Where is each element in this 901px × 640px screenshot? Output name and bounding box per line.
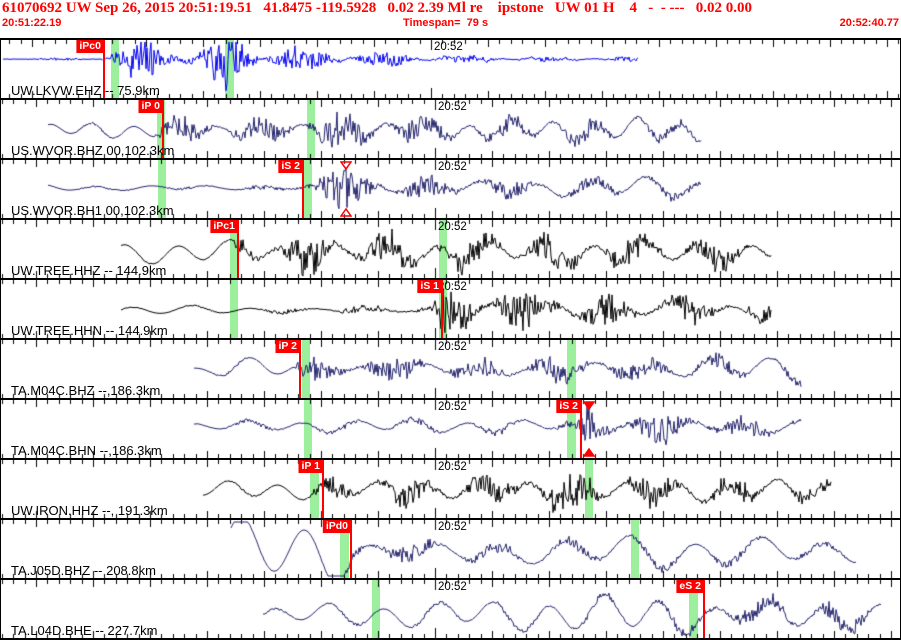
timespan-label: Timespan= 79 s [403, 17, 489, 29]
pick-time-line [350, 520, 352, 578]
phase-pick-flag[interactable]: iP 2 [275, 340, 300, 353]
trace-stack: 20:52 UW.LKVW.EHZ -- 75.9km iPc0 20:52 U… [0, 38, 901, 640]
amplitude-marker-top-icon[interactable] [583, 401, 595, 410]
pick-time-line [703, 580, 705, 638]
waveform-canvas[interactable] [1, 40, 900, 98]
waveform-canvas[interactable] [1, 580, 900, 638]
minute-time-label: 20:52 [434, 41, 463, 53]
station-label: TA.M04C.BHN --,186.3km [11, 443, 162, 458]
waveform-canvas[interactable] [1, 400, 900, 458]
phase-pick-flag[interactable]: iPd0 [322, 520, 351, 533]
trace-row-9: 20:52 TA.J05D.BHZ -- 208.8km iPd0 [1, 520, 900, 580]
waveform-canvas[interactable] [1, 520, 900, 578]
amplitude-marker-bottom-icon[interactable] [583, 448, 595, 457]
waveform-canvas[interactable] [1, 460, 900, 518]
trace-row-10: 20:52 TA.L04D.BHE -- 227.7km eS 2 [1, 580, 900, 640]
phase-pick-flag[interactable]: iS 1 [417, 280, 442, 293]
minute-time-label: 20:52 [438, 401, 467, 413]
event-summary-line: 61070692 UW Sep 26, 2015 20:51:19.51 41.… [2, 0, 752, 16]
phase-pick-flag[interactable]: iPc0 [76, 40, 104, 53]
phase-pick-flag[interactable]: iP 1 [298, 460, 323, 473]
trace-row-4: 20:52 UW.TREE.HHZ -- 144.9km iPc1 [1, 220, 900, 280]
station-label: UW.TREE.HHZ -- 144.9km [11, 263, 167, 278]
trace-row-7: 20:52 TA.M04C.BHN --,186.3km iS 2 [1, 400, 900, 460]
station-label: TA.M04C.BHZ --,186.3km [11, 383, 161, 398]
pick-time-line [302, 160, 304, 218]
waveform-canvas[interactable] [1, 280, 900, 338]
event-header: 61070692 UW Sep 26, 2015 20:51:19.51 41.… [0, 0, 901, 38]
waveform-canvas[interactable] [1, 220, 900, 278]
waveform-canvas[interactable] [1, 340, 900, 398]
station-label: UW.IRON.HHZ --, 191.3km [11, 503, 168, 518]
minute-time-label: 20:52 [438, 341, 467, 353]
trace-row-8: 20:52 UW.IRON.HHZ --, 191.3km iP 1 [1, 460, 900, 520]
station-label: US.WVOR.BHZ 00,102.3km [11, 143, 175, 158]
pick-time-line [299, 340, 301, 398]
pick-time-line [162, 100, 164, 158]
phase-pick-flag[interactable]: iS 2 [556, 400, 581, 413]
window-start-time: 20:51:22.19 [2, 17, 62, 29]
station-label: UW.TREE.HHN -- 144.9km [11, 323, 168, 338]
minute-time-label: 20:52 [438, 101, 467, 113]
amplitude-marker-top-icon[interactable] [340, 161, 352, 170]
phase-pick-flag[interactable]: iS 2 [278, 160, 303, 173]
trace-row-5: 20:52 UW.TREE.HHN -- 144.9km iS 1 [1, 280, 900, 340]
pick-time-line [580, 400, 582, 458]
minute-time-label: 20:52 [438, 461, 467, 473]
minute-time-label: 20:52 [438, 161, 467, 173]
time-axis-header: 20:51:22.19 Timespan= 79 s 20:52:40.77 [0, 17, 901, 31]
minute-time-label: 20:52 [438, 221, 467, 233]
pick-time-line [103, 40, 105, 98]
amplitude-marker-bottom-icon[interactable] [340, 208, 352, 217]
trace-row-3: 20:52 US.WVOR.BH1 00,102.3km iS 2 [1, 160, 900, 220]
minute-time-label: 20:52 [438, 521, 467, 533]
phase-pick-flag[interactable]: iPc1 [210, 220, 238, 233]
station-label: TA.L04D.BHE -- 227.7km [11, 623, 158, 638]
waveform-canvas[interactable] [1, 160, 900, 218]
minute-time-label: 20:52 [438, 281, 467, 293]
trace-row-1: 20:52 UW.LKVW.EHZ -- 75.9km iPc0 [1, 40, 900, 100]
trace-row-6: 20:52 TA.M04C.BHZ --,186.3km iP 2 [1, 340, 900, 400]
station-label: UW.LKVW.EHZ -- 75.9km [11, 83, 160, 98]
minute-time-label: 20:52 [438, 581, 467, 593]
station-label: TA.J05D.BHZ -- 208.8km [11, 563, 156, 578]
trace-row-2: 20:52 US.WVOR.BHZ 00,102.3km iP 0 [1, 100, 900, 160]
window-end-time: 20:52:40.77 [839, 17, 899, 29]
station-label: US.WVOR.BH1 00,102.3km [11, 203, 174, 218]
phase-pick-flag[interactable]: iP 0 [138, 100, 163, 113]
pick-time-line [322, 460, 324, 518]
phase-pick-flag[interactable]: eS 2 [676, 580, 704, 593]
pick-time-line [237, 220, 239, 278]
pick-time-line [441, 280, 443, 338]
